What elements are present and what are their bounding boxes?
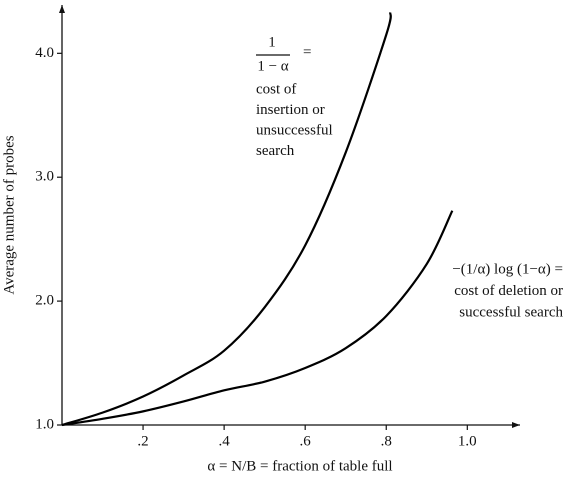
y-tick-label: 2.0 [35,293,54,309]
annotation-numerator: 1 [268,34,276,50]
x-tick-label: .4 [218,433,230,449]
annotation-denominator: 1 − α [257,58,288,74]
y-tick-label: 3.0 [35,169,54,185]
x-tick-label: .6 [300,433,312,449]
x-axis-arrow [512,422,520,428]
x-axis-label: α = N/B = fraction of table full [207,458,392,474]
x-tick-label: 1.0 [458,433,477,449]
annotation-line: cost of [256,81,296,97]
annotation-line: insertion or [256,102,325,118]
y-axis-arrow [59,5,65,13]
annotation-line: unsuccessful [256,122,333,138]
y-tick-label: 4.0 [35,45,54,61]
x-tick-label: .2 [137,433,148,449]
curve [61,12,392,427]
y-axis-label: Average number of probes [1,135,17,294]
curve [61,210,454,427]
x-tick-label: .8 [381,433,392,449]
annotation-line: −(1/α) log (1−α) = [452,261,563,277]
annotation-line: search [256,143,295,159]
annotation-suffix: = [303,44,311,60]
y-tick-label: 1.0 [35,416,54,432]
annotation-line: successful search [459,304,563,320]
annotation-line: cost of deletion or [454,283,563,299]
